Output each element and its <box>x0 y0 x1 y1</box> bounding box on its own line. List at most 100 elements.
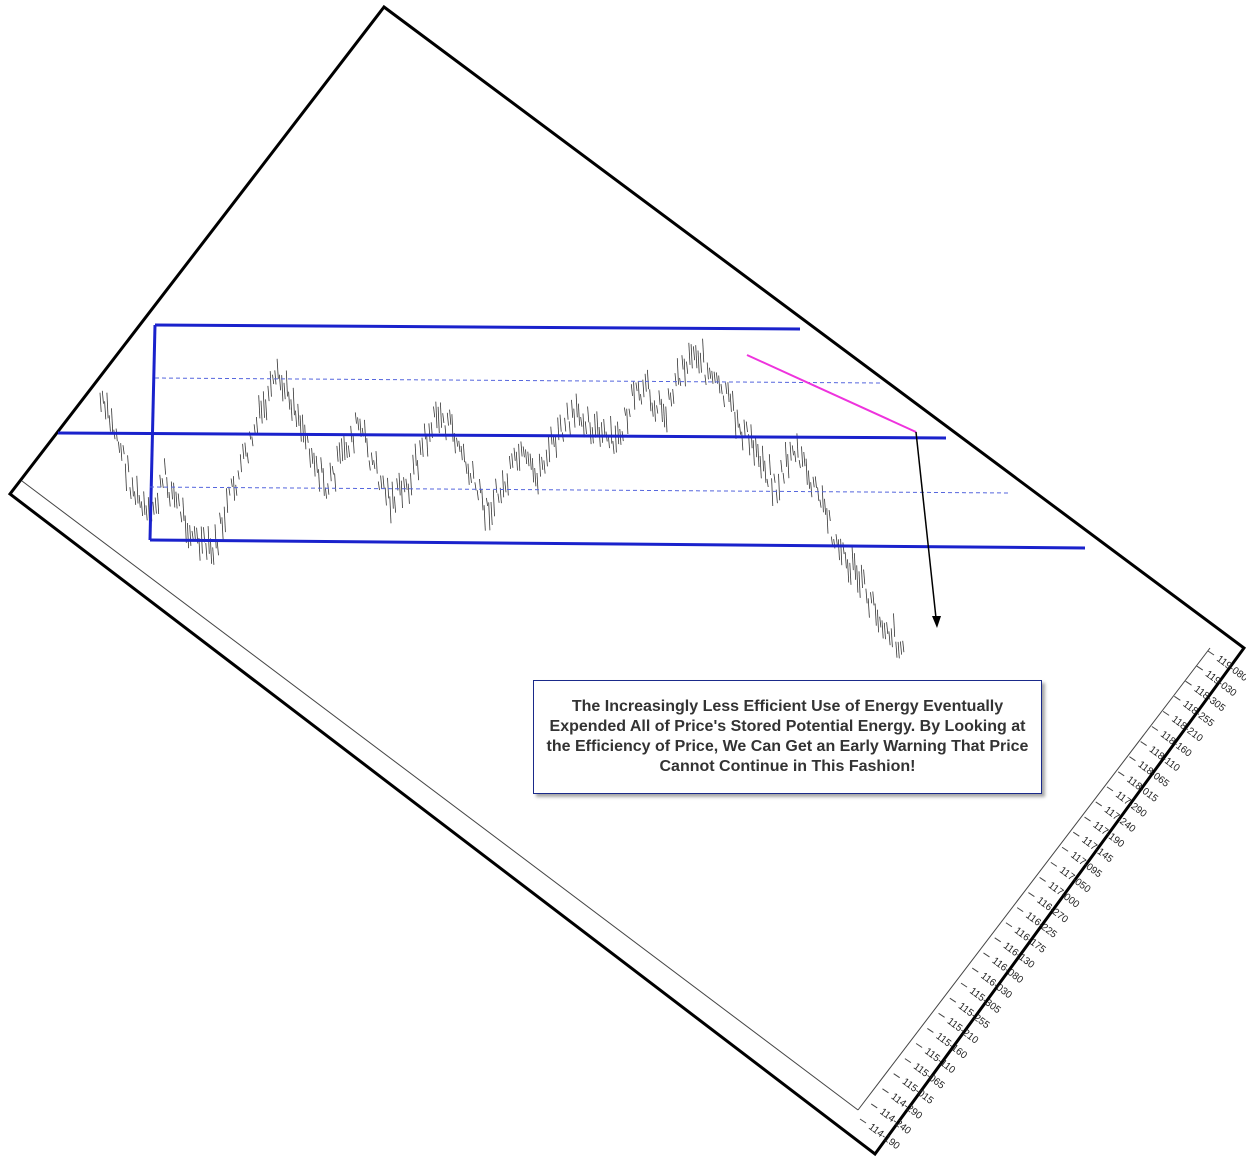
price-bar <box>849 562 852 585</box>
price-bar <box>157 492 160 515</box>
price-bar <box>129 487 132 500</box>
price-bar <box>863 569 866 585</box>
price-bar <box>697 350 700 374</box>
price-bar <box>851 547 854 571</box>
price-bar <box>768 454 771 476</box>
annotation-callout: The Increasingly Less Efficient Use of E… <box>533 680 1042 794</box>
price-bar <box>660 398 663 423</box>
price-bar <box>729 393 732 412</box>
price-bar <box>513 447 516 461</box>
price-bar <box>136 475 139 504</box>
price-bar <box>568 421 571 436</box>
price-bar <box>610 415 613 444</box>
price-bar <box>718 375 721 394</box>
price-bar <box>469 472 472 483</box>
price-bar <box>242 443 245 460</box>
price-bar <box>803 451 806 467</box>
price-bar <box>727 382 730 403</box>
price-bar <box>690 344 693 369</box>
price-bar <box>647 369 649 390</box>
price-bar <box>479 478 482 494</box>
price-bar <box>617 421 620 445</box>
price-bar <box>187 522 189 549</box>
price-bar <box>373 460 376 469</box>
price-bar <box>854 553 856 580</box>
price-bar <box>860 564 863 589</box>
price-bar <box>900 641 902 655</box>
price-bar <box>628 408 631 417</box>
price-bar <box>566 402 569 420</box>
price-axis-tick <box>1039 877 1046 882</box>
price-bar <box>290 399 293 421</box>
price-bar <box>127 455 130 473</box>
price-bar <box>773 473 776 483</box>
price-bar <box>713 371 716 384</box>
price-bar <box>444 425 447 441</box>
price-bar <box>858 571 861 598</box>
price-bar <box>764 460 767 483</box>
price-bar <box>329 462 332 482</box>
price-bar <box>522 446 525 458</box>
price-bar <box>325 487 327 499</box>
price-bar <box>260 400 263 424</box>
price-bar <box>304 424 307 450</box>
price-bar <box>743 419 746 438</box>
price-bar <box>897 641 900 659</box>
price-bar <box>230 478 233 488</box>
price-bar <box>189 525 192 546</box>
price-bar <box>357 417 360 431</box>
price-axis-tick <box>983 952 990 958</box>
price-bar <box>336 445 339 462</box>
price-bar <box>548 436 551 463</box>
price-bar <box>667 388 670 400</box>
price-bar <box>104 401 107 420</box>
price-bar <box>752 440 755 466</box>
price-bar <box>467 463 470 485</box>
channel <box>57 323 1086 550</box>
price-bar <box>216 541 219 556</box>
price-bar <box>837 539 840 561</box>
price-bar <box>847 559 850 583</box>
price-bar <box>587 406 590 423</box>
channel-top-line <box>154 323 801 331</box>
price-bar <box>256 416 258 434</box>
price-bar <box>782 472 785 484</box>
price-bar <box>582 413 585 438</box>
channel-left-vertical <box>148 324 157 541</box>
price-bar <box>637 381 640 401</box>
price-axis-tick <box>1185 680 1192 686</box>
price-bar <box>538 453 541 477</box>
price-bar <box>343 433 346 461</box>
price-bar <box>331 466 334 475</box>
price-bar <box>626 408 629 435</box>
price-bar <box>506 473 509 496</box>
price-bar <box>872 591 875 606</box>
price-bar <box>419 440 422 456</box>
price-bar <box>465 461 468 474</box>
price-bar <box>446 412 449 426</box>
price-axis-tick <box>904 1058 912 1064</box>
price-bar <box>791 445 794 456</box>
price-bar <box>676 358 679 385</box>
price-bar <box>226 488 229 513</box>
price-axis-line <box>857 647 1211 1111</box>
channel-lower-dashed-line <box>149 486 1011 494</box>
price-bar <box>428 423 431 442</box>
price-bar <box>394 496 396 513</box>
price-bar <box>828 510 831 522</box>
price-bar <box>451 414 454 442</box>
price-bar <box>812 476 815 488</box>
price-bar <box>653 400 656 422</box>
price-bar <box>693 346 695 361</box>
price-bar <box>389 496 392 524</box>
price-bar <box>584 421 587 435</box>
price-bar <box>405 478 408 490</box>
price-bar <box>702 338 705 363</box>
price-bar <box>886 622 889 634</box>
price-bar <box>545 449 548 467</box>
price-bar <box>840 538 843 566</box>
channel-bottom-line <box>149 538 1086 550</box>
price-bar <box>536 472 539 495</box>
price-bar <box>518 443 521 471</box>
price-bar <box>143 491 146 515</box>
